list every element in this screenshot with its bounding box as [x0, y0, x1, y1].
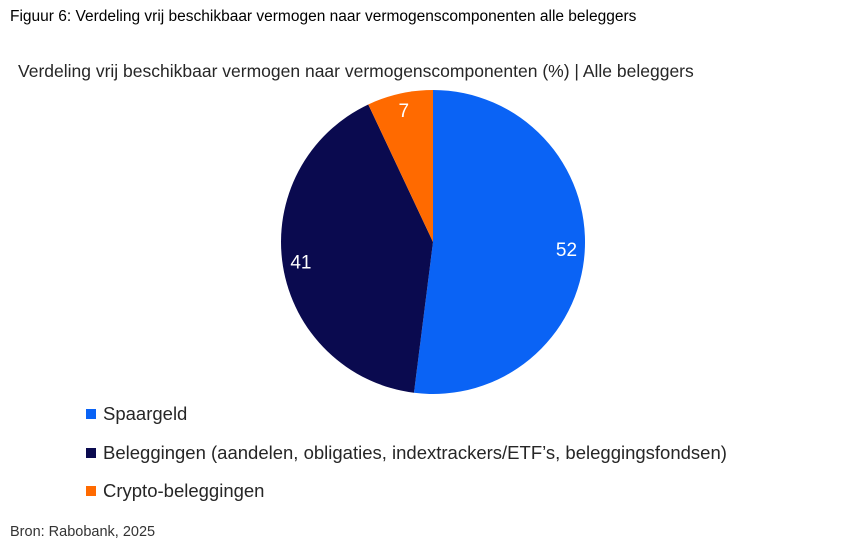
data-label-beleggingen: 41 [290, 252, 311, 273]
pie-slice-beleggingen [281, 104, 433, 393]
figure-caption: Figuur 6: Verdeling vrij beschikbaar ver… [10, 8, 637, 25]
pie-data-labels: 52 41 7 [290, 101, 577, 273]
legend-item-crypto: Crypto-beleggingen [86, 472, 727, 511]
legend-item-spaargeld: Spaargeld [86, 395, 727, 434]
source-note: Bron: Rabobank, 2025 [10, 524, 156, 540]
pie-slice-spaargeld [413, 90, 586, 395]
pie-slice-crypto [368, 90, 433, 242]
legend-swatch [86, 486, 96, 497]
data-label-crypto: 7 [399, 101, 410, 122]
data-label-spaargeld: 52 [556, 240, 577, 261]
legend-swatch [86, 409, 96, 420]
legend-label: Beleggingen (aandelen, obligaties, index… [103, 441, 727, 463]
legend-item-beleggingen: Beleggingen (aandelen, obligaties, index… [86, 434, 727, 473]
legend: Spaargeld Beleggingen (aandelen, obligati… [86, 395, 727, 511]
chart-title: Verdeling vrij beschikbaar vermogen naar… [18, 61, 694, 81]
legend-swatch [86, 447, 96, 458]
legend-label: Crypto-beleggingen [103, 480, 265, 502]
legend-label: Spaargeld [103, 403, 188, 425]
pie-slices [281, 90, 586, 395]
